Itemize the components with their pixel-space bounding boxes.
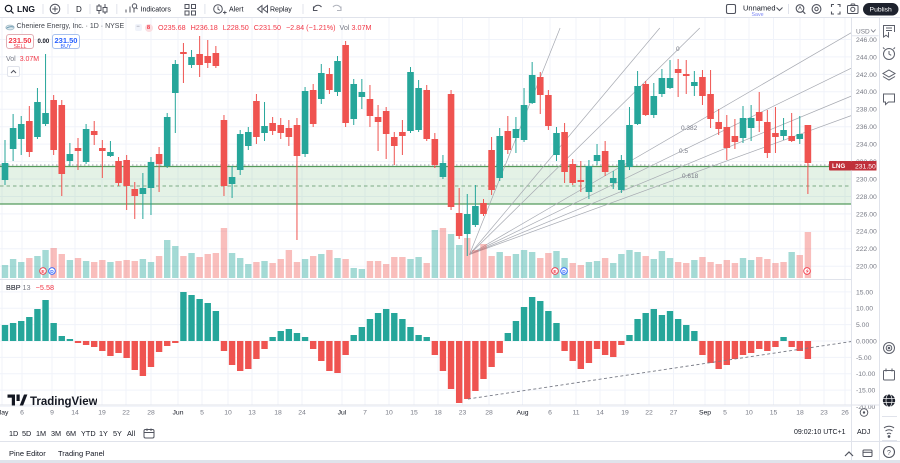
svg-text:10: 10: [224, 410, 232, 417]
svg-text:28: 28: [147, 410, 155, 417]
svg-text:0.0000: 0.0000: [856, 338, 877, 345]
svg-text:19: 19: [621, 410, 629, 417]
svg-text:15: 15: [770, 410, 778, 417]
svg-text:TradingView: TradingView: [30, 395, 97, 407]
svg-text:18: 18: [434, 410, 442, 417]
svg-text:19: 19: [98, 410, 106, 417]
svg-text:LNG: LNG: [17, 4, 35, 14]
svg-text:10: 10: [745, 410, 753, 417]
svg-text:Sep: Sep: [699, 410, 711, 417]
svg-text:244.00: 244.00: [856, 54, 877, 61]
svg-text:May: May: [0, 410, 9, 417]
svg-text:236.00: 236.00: [856, 124, 877, 131]
svg-text:22: 22: [122, 410, 130, 417]
svg-text:222.00: 222.00: [856, 246, 877, 253]
svg-text:18: 18: [274, 410, 282, 417]
svg-text:238.00: 238.00: [856, 107, 877, 114]
svg-text:220.00: 220.00: [856, 264, 877, 271]
svg-text:LNG: LNG: [832, 163, 845, 170]
svg-text:224.00: 224.00: [856, 229, 877, 236]
svg-text:13: 13: [248, 410, 256, 417]
svg-text:228.00: 228.00: [856, 194, 877, 201]
svg-text:5: 5: [200, 410, 204, 417]
svg-text:D: D: [562, 269, 566, 275]
svg-text:Unnamed: Unnamed: [743, 4, 776, 13]
svg-text:23: 23: [820, 410, 828, 417]
svg-text:-5.00: -5.00: [856, 355, 872, 362]
svg-text:E: E: [553, 269, 557, 275]
svg-text:5: 5: [723, 410, 727, 417]
svg-text:0.382: 0.382: [681, 125, 698, 132]
svg-text:0.5: 0.5: [679, 148, 688, 155]
svg-text:Publish: Publish: [870, 7, 893, 14]
svg-text:240.00: 240.00: [856, 89, 877, 96]
svg-text:26: 26: [841, 410, 849, 417]
svg-text:14: 14: [596, 410, 604, 417]
svg-text:14: 14: [71, 410, 79, 417]
svg-text:Jun: Jun: [173, 410, 184, 417]
svg-text:11: 11: [572, 410, 579, 417]
svg-text:15: 15: [410, 410, 418, 417]
svg-text:Indicators: Indicators: [141, 7, 172, 14]
svg-text:10: 10: [385, 410, 393, 417]
svg-text:6: 6: [548, 410, 552, 417]
svg-text:226.00: 226.00: [856, 211, 877, 218]
svg-text:230.00: 230.00: [856, 176, 877, 183]
svg-text:234.00: 234.00: [856, 142, 877, 149]
svg-text:7: 7: [363, 410, 367, 417]
svg-text:231.50: 231.50: [855, 163, 876, 170]
svg-text:USD: USD: [856, 29, 870, 36]
svg-text:6: 6: [20, 410, 24, 417]
svg-text:23: 23: [459, 410, 467, 417]
svg-text:Save: Save: [752, 12, 764, 18]
svg-text:15.00: 15.00: [856, 289, 873, 296]
svg-text:0: 0: [676, 46, 680, 53]
svg-text:18: 18: [796, 410, 804, 417]
svg-text:28: 28: [485, 410, 493, 417]
svg-text:0.618: 0.618: [682, 173, 699, 180]
svg-text:10.00: 10.00: [856, 306, 873, 313]
svg-text:22: 22: [645, 410, 653, 417]
svg-text:Jul: Jul: [338, 410, 347, 417]
svg-text:24: 24: [298, 410, 306, 417]
svg-text:D: D: [50, 269, 54, 275]
svg-text:-15.00: -15.00: [856, 387, 875, 394]
svg-text:9: 9: [50, 410, 54, 417]
svg-text:-20.00: -20.00: [856, 404, 875, 411]
svg-text:246.00: 246.00: [856, 37, 877, 44]
svg-text:D: D: [76, 5, 82, 14]
svg-text:27: 27: [670, 410, 678, 417]
svg-text:E: E: [41, 269, 45, 275]
svg-text:Aug: Aug: [516, 410, 528, 417]
svg-text:?: ?: [887, 450, 891, 457]
svg-text:Alert: Alert: [229, 7, 243, 14]
svg-text:Replay: Replay: [270, 7, 292, 14]
svg-text:5.00: 5.00: [856, 322, 869, 329]
svg-text:242.00: 242.00: [856, 72, 877, 79]
svg-text:-10.00: -10.00: [856, 371, 875, 378]
